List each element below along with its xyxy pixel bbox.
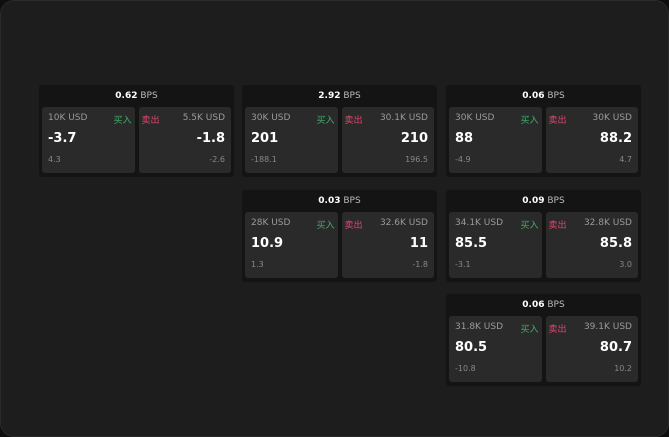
sell-change: 196.5: [405, 155, 428, 164]
sell-price: 210: [400, 131, 428, 146]
buy-price: 201: [251, 131, 279, 146]
price-tile: 0.06 BPS 31.8K USD 买入 80.5 -10.8 卖出 39.1…: [446, 294, 641, 386]
buy-size: 30K USD: [455, 113, 495, 123]
sell-label: 卖出: [548, 221, 567, 231]
buy-label: 买入: [520, 116, 539, 126]
buy-panel[interactable]: 30K USD 买入 201 -188.1: [245, 107, 338, 173]
buy-label: 买入: [520, 325, 539, 335]
sell-price: 11: [409, 236, 428, 251]
price-tile: 0.09 BPS 34.1K USD 买入 85.5 -3.1 卖出 32.8K…: [446, 190, 641, 282]
sell-size: 30K USD: [592, 113, 632, 123]
buy-change: -10.8: [455, 364, 476, 373]
price-tile: 0.62 BPS 10K USD 买入 -3.7 4.3 卖出 5.5K USD…: [39, 85, 234, 177]
spread-value: 2.92: [318, 91, 341, 101]
buy-change: -4.9: [455, 155, 471, 164]
sell-panel[interactable]: 卖出 39.1K USD 80.7 10.2: [545, 316, 638, 382]
spread-header: 0.09 BPS: [446, 190, 641, 212]
buy-label: 买入: [520, 221, 539, 231]
sell-size: 32.8K USD: [583, 218, 632, 228]
spread-value: 0.62: [115, 91, 138, 101]
sell-change: -1.8: [412, 260, 428, 269]
buy-size: 28K USD: [251, 218, 291, 228]
sell-panel[interactable]: 卖出 32.6K USD 11 -1.8: [341, 212, 434, 278]
buy-change: 4.3: [48, 155, 61, 164]
spread-unit: BPS: [140, 91, 158, 101]
spread-value: 0.06: [522, 300, 545, 310]
buy-label: 买入: [316, 116, 335, 126]
buy-size: 30K USD: [251, 113, 291, 123]
buy-panel[interactable]: 34.1K USD 买入 85.5 -3.1: [449, 212, 542, 278]
spread-header: 0.06 BPS: [446, 294, 641, 316]
sell-size: 32.6K USD: [379, 218, 428, 228]
price-tile: 0.03 BPS 28K USD 买入 10.9 1.3 卖出 32.6K US…: [242, 190, 437, 282]
sell-label: 卖出: [141, 116, 160, 126]
spread-value: 0.03: [318, 196, 341, 206]
spread-header: 0.03 BPS: [242, 190, 437, 212]
sell-panel[interactable]: 卖出 30.1K USD 210 196.5: [341, 107, 434, 173]
sell-price: -1.8: [196, 131, 225, 146]
spread-header: 2.92 BPS: [242, 85, 437, 107]
price-tile: 2.92 BPS 30K USD 买入 201 -188.1 卖出 30.1K …: [242, 85, 437, 177]
sell-size: 5.5K USD: [182, 113, 225, 123]
buy-price: 88: [455, 131, 474, 146]
sell-change: 3.0: [619, 260, 632, 269]
spread-unit: BPS: [547, 300, 565, 310]
sell-label: 卖出: [344, 221, 363, 231]
sell-change: 4.7: [619, 155, 632, 164]
buy-change: -188.1: [251, 155, 277, 164]
sell-panel[interactable]: 卖出 32.8K USD 85.8 3.0: [545, 212, 638, 278]
spread-unit: BPS: [547, 196, 565, 206]
buy-size: 31.8K USD: [455, 322, 504, 332]
spread-header: 0.06 BPS: [446, 85, 641, 107]
buy-price: 80.5: [455, 340, 488, 355]
buy-label: 买入: [316, 221, 335, 231]
sell-panel[interactable]: 卖出 30K USD 88.2 4.7: [545, 107, 638, 173]
spread-unit: BPS: [343, 91, 361, 101]
spread-value: 0.06: [522, 91, 545, 101]
sell-label: 卖出: [344, 116, 363, 126]
buy-panel[interactable]: 28K USD 买入 10.9 1.3: [245, 212, 338, 278]
buy-price: 10.9: [251, 236, 284, 251]
sell-price: 80.7: [599, 340, 632, 355]
buy-panel[interactable]: 30K USD 买入 88 -4.9: [449, 107, 542, 173]
buy-size: 34.1K USD: [455, 218, 504, 228]
spread-unit: BPS: [343, 196, 361, 206]
buy-price: 85.5: [455, 236, 488, 251]
buy-label: 买入: [113, 116, 132, 126]
sell-price: 88.2: [599, 131, 632, 146]
sell-price: 85.8: [599, 236, 632, 251]
buy-price: -3.7: [48, 131, 77, 146]
sell-size: 30.1K USD: [379, 113, 428, 123]
sell-panel[interactable]: 卖出 5.5K USD -1.8 -2.6: [138, 107, 231, 173]
buy-change: 1.3: [251, 260, 264, 269]
sell-change: -2.6: [209, 155, 225, 164]
buy-panel[interactable]: 31.8K USD 买入 80.5 -10.8: [449, 316, 542, 382]
price-tile: 0.06 BPS 30K USD 买入 88 -4.9 卖出 30K USD 8…: [446, 85, 641, 177]
spread-header: 0.62 BPS: [39, 85, 234, 107]
buy-change: -3.1: [455, 260, 471, 269]
spread-value: 0.09: [522, 196, 545, 206]
sell-size: 39.1K USD: [583, 322, 632, 332]
sell-change: 10.2: [614, 364, 632, 373]
spread-unit: BPS: [547, 91, 565, 101]
sell-label: 卖出: [548, 116, 567, 126]
buy-size: 10K USD: [48, 113, 88, 123]
buy-panel[interactable]: 10K USD 买入 -3.7 4.3: [42, 107, 135, 173]
sell-label: 卖出: [548, 325, 567, 335]
